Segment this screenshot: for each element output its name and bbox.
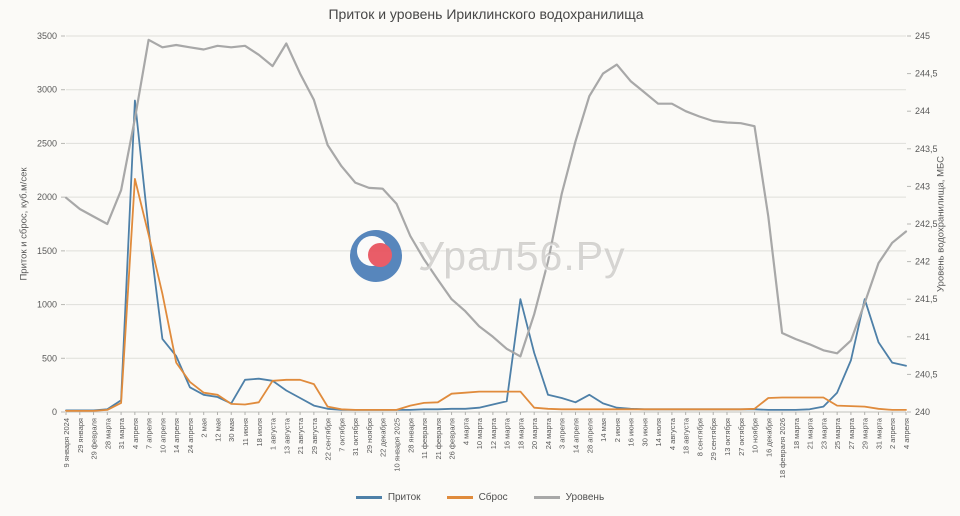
x-axis-tick-label: 14 апреля bbox=[172, 418, 181, 453]
x-axis-tick-label: 8 сентября bbox=[695, 418, 704, 456]
x-axis-tick-label: 2 мая bbox=[200, 418, 209, 438]
left-axis-tick-label: 3500 bbox=[37, 31, 57, 41]
left-axis-tick-label: 1500 bbox=[37, 246, 57, 256]
legend-label: Сброс bbox=[478, 492, 508, 503]
x-axis-tick-label: 16 марта bbox=[503, 417, 512, 449]
x-axis-tick-label: 1 августа bbox=[269, 417, 278, 450]
legend-label: Приток bbox=[387, 492, 421, 503]
x-axis-tick-label: 4 марта bbox=[461, 417, 470, 445]
x-axis-tick-label: 28 апреля bbox=[585, 418, 594, 453]
x-axis-tick-label: 27 октября bbox=[737, 418, 746, 456]
legend-item: Приток bbox=[355, 492, 421, 503]
x-axis-tick-label: 7 октября bbox=[337, 418, 346, 452]
x-axis-tick-label: 23 марта bbox=[819, 417, 828, 449]
x-axis-tick-label: 4 августа bbox=[668, 417, 677, 450]
x-axis-tick-label: 4 апреля bbox=[131, 418, 140, 449]
x-axis-tick-label: 18 июля bbox=[255, 418, 264, 447]
right-axis-tick-label: 244,5 bbox=[915, 69, 938, 79]
x-axis-tick-label: 10 апреля bbox=[158, 418, 167, 453]
left-axis-title: Приток и сброс, куб.м/сек bbox=[18, 167, 30, 281]
x-axis-tick-label: 22 сентября bbox=[324, 418, 333, 460]
x-axis-tick-label: 16 декабря bbox=[764, 418, 773, 457]
legend: Приток Сброс Уровень bbox=[0, 492, 960, 503]
x-axis-tick-label: 31 марта bbox=[117, 417, 126, 449]
x-axis-tick-label: 9 января 2024 bbox=[62, 418, 71, 467]
legend-item: Сброс bbox=[446, 492, 508, 503]
x-axis-tick-label: 24 марта bbox=[544, 417, 553, 449]
x-axis-tick-label: 20 марта bbox=[530, 417, 539, 449]
right-axis-tick-label: 240 bbox=[915, 407, 930, 417]
x-axis-tick-label: 14 апреля bbox=[572, 418, 581, 453]
x-axis-tick-label: 26 февраля bbox=[448, 418, 457, 460]
right-axis-tick-label: 241,5 bbox=[915, 294, 938, 304]
x-axis-tick-label: 24 апреля bbox=[186, 418, 195, 453]
legend-item: Уровень bbox=[533, 492, 605, 503]
x-axis-tick-label: 21 марта bbox=[806, 417, 815, 449]
right-axis-tick-label: 244 bbox=[915, 106, 930, 116]
x-axis-tick-label: 12 мая bbox=[213, 418, 222, 442]
x-axis-tick-label: 29 сентября bbox=[709, 418, 718, 460]
left-axis-tick-label: 0 bbox=[52, 407, 57, 417]
x-axis-tick-label: 18 марта bbox=[516, 417, 525, 449]
x-axis-tick-label: 16 июня bbox=[627, 418, 636, 446]
x-axis-tick-label: 31 октября bbox=[351, 418, 360, 456]
right-axis-tick-label: 241 bbox=[915, 332, 930, 342]
legend-label: Уровень bbox=[565, 492, 605, 503]
x-axis-tick-label: 18 марта bbox=[792, 417, 801, 449]
chart-title: Приток и уровень Ириклинского водохранил… bbox=[328, 6, 644, 22]
x-axis-tick-label: 13 августа bbox=[282, 417, 291, 454]
right-axis-tick-label: 245 bbox=[915, 31, 930, 41]
x-axis-tick-label: 11 февраля bbox=[420, 418, 429, 459]
right-axis-tick-label: 243 bbox=[915, 181, 930, 191]
x-axis-tick-label: 29 ноября bbox=[365, 418, 374, 453]
x-axis-tick-label: 29 января bbox=[76, 418, 85, 453]
legend-swatch bbox=[446, 496, 473, 499]
x-axis-tick-label: 30 июня bbox=[640, 418, 649, 446]
x-axis-tick-label: 31 марта bbox=[874, 417, 883, 449]
legend-swatch bbox=[533, 496, 560, 499]
right-axis-tick-label: 240,5 bbox=[915, 369, 938, 379]
x-axis-tick-label: 29 февраля bbox=[90, 418, 99, 460]
x-axis-tick-label: 10 января 2025 bbox=[392, 418, 401, 472]
x-axis-tick-label: 3 апреля bbox=[558, 418, 567, 449]
x-axis-tick-label: 28 января bbox=[406, 418, 415, 453]
x-axis-tick-label: 21 февраля bbox=[434, 418, 443, 460]
x-axis-tick-label: 7 апреля bbox=[145, 418, 154, 449]
x-axis-tick-label: 21 августа bbox=[296, 417, 305, 454]
series-line-сброс bbox=[65, 177, 907, 412]
x-axis-tick-label: 29 августа bbox=[310, 417, 319, 454]
x-axis-tick-label: 12 марта bbox=[489, 417, 498, 449]
x-axis-tick-label: 25 марта bbox=[833, 417, 842, 449]
right-axis-tick-label: 243,5 bbox=[915, 144, 938, 154]
legend-swatch bbox=[355, 496, 382, 499]
left-axis-tick-label: 2000 bbox=[37, 192, 57, 202]
series-line-уровень bbox=[64, 38, 908, 358]
x-axis-tick-label: 2 апреля bbox=[888, 418, 897, 449]
right-axis-tick-label: 242,5 bbox=[915, 219, 938, 229]
x-axis-tick-label: 29 марта bbox=[861, 417, 870, 449]
series-line-приток bbox=[65, 99, 907, 412]
left-axis-tick-label: 500 bbox=[42, 353, 57, 363]
x-axis-tick-label: 14 июля bbox=[654, 418, 663, 447]
x-axis-tick-label: 28 марта bbox=[103, 417, 112, 449]
left-axis-tick-label: 3000 bbox=[37, 85, 57, 95]
x-axis-tick-label: 14 мая bbox=[599, 418, 608, 442]
right-axis-tick-label: 242 bbox=[915, 257, 930, 267]
left-axis-tick-label: 2500 bbox=[37, 138, 57, 148]
x-axis-tick-label: 18 августа bbox=[682, 417, 691, 454]
x-axis-tick-label: 10 ноября bbox=[751, 418, 760, 453]
x-axis-tick-label: 27 марта bbox=[847, 417, 856, 449]
right-axis-title: Уровень водохранилища, МБС bbox=[935, 156, 947, 292]
x-axis-tick-label: 2 июня bbox=[613, 418, 622, 442]
left-axis-tick-label: 1000 bbox=[37, 300, 57, 310]
x-axis-tick-label: 18 февраля 2026 bbox=[778, 418, 787, 478]
x-axis-tick-label: 13 октября bbox=[723, 418, 732, 456]
x-axis-tick-label: 4 апреля bbox=[902, 418, 911, 449]
x-axis-tick-label: 11 июня bbox=[241, 418, 250, 446]
x-axis-tick-label: 10 марта bbox=[475, 417, 484, 449]
x-axis-tick-label: 30 мая bbox=[227, 418, 236, 442]
x-axis-tick-label: 22 декабря bbox=[379, 418, 388, 457]
